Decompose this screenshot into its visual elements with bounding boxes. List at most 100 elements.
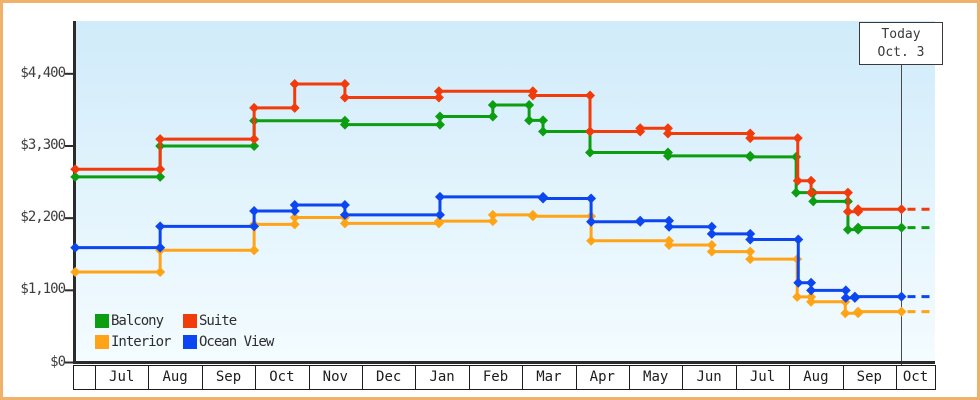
data-point <box>745 254 756 265</box>
data-point <box>155 171 166 182</box>
data-point <box>840 285 851 296</box>
data-point <box>706 221 717 232</box>
data-point <box>896 291 907 302</box>
data-point <box>792 133 803 144</box>
data-point <box>249 205 260 216</box>
chart-svg <box>65 21 936 390</box>
data-point <box>339 92 350 103</box>
data-point <box>339 209 350 220</box>
month-label-sep-14: Sep <box>856 369 882 385</box>
data-point <box>853 306 864 317</box>
legend-row: Balcony Suite <box>95 313 273 329</box>
chart-legend: Balcony Suite Interior Ocean View <box>95 313 274 350</box>
data-point <box>155 134 166 145</box>
data-point <box>853 204 864 215</box>
y-axis-tick-label: $0 <box>50 353 66 370</box>
data-point <box>635 215 646 226</box>
month-label-apr-9: Apr <box>589 369 615 385</box>
month-label-jul-12: Jul <box>749 369 776 385</box>
data-point <box>664 215 675 226</box>
month-label-sep-2: Sep <box>215 369 242 385</box>
month-label-oct-15: Oct <box>902 369 929 385</box>
legend-swatch-icon <box>95 335 109 349</box>
data-point <box>538 126 549 137</box>
data-point <box>635 123 646 134</box>
month-label-jun-11: Jun <box>696 369 722 385</box>
legend-row: Interior Ocean View <box>95 334 274 350</box>
data-point <box>662 123 673 134</box>
data-point <box>289 102 300 113</box>
data-point <box>538 193 549 204</box>
data-point <box>524 115 535 126</box>
data-point <box>842 206 853 217</box>
month-label-oct-3: Oct <box>269 369 295 385</box>
data-point <box>70 171 81 182</box>
data-point <box>434 209 445 220</box>
today-label: Today <box>881 26 921 42</box>
data-point <box>842 224 853 235</box>
today-date: Oct. 3 <box>877 44 925 60</box>
month-label-aug-1: Aug <box>162 369 188 385</box>
data-point <box>487 216 498 227</box>
data-point <box>70 266 81 277</box>
data-point <box>791 187 802 198</box>
data-point <box>745 234 756 245</box>
data-point <box>808 196 819 207</box>
month-label-may-10: May <box>643 369 669 385</box>
series-line-suite <box>75 82 902 214</box>
data-point <box>339 218 350 229</box>
data-point <box>745 246 756 257</box>
data-point <box>487 99 498 110</box>
month-label-jul-0: Jul <box>109 369 135 385</box>
month-label-dec-5: Dec <box>376 369 402 385</box>
data-point <box>289 200 300 211</box>
data-point <box>524 99 535 110</box>
month-label-jan-6: Jan <box>429 369 455 385</box>
data-point <box>527 211 538 222</box>
data-point <box>289 78 300 89</box>
legend-item-suite: Suite <box>183 313 237 329</box>
data-point <box>434 111 445 122</box>
month-label-feb-7: Feb <box>482 369 509 385</box>
data-point <box>434 191 445 202</box>
month-label-mar-8: Mar <box>536 369 562 385</box>
data-point <box>664 221 675 232</box>
data-point <box>249 140 260 151</box>
data-point <box>289 212 300 223</box>
data-point <box>434 119 445 130</box>
data-point <box>664 240 675 251</box>
legend-item-ocean-view: Ocean View <box>183 334 274 350</box>
series-markers-ocean-view <box>70 191 907 303</box>
data-point <box>249 102 260 113</box>
data-point <box>706 246 717 257</box>
data-point <box>155 164 166 175</box>
legend-swatch-icon <box>183 335 197 349</box>
data-point <box>706 240 717 251</box>
data-point <box>487 111 498 122</box>
data-point <box>527 90 538 101</box>
data-point <box>155 266 166 277</box>
data-point <box>586 235 597 246</box>
data-point <box>339 200 350 211</box>
data-point <box>806 296 817 307</box>
data-point <box>586 216 597 227</box>
data-point <box>538 115 549 126</box>
data-point <box>487 209 498 220</box>
data-point <box>745 133 756 144</box>
legend-label: Suite <box>199 313 237 329</box>
data-point <box>706 228 717 239</box>
legend-label: Interior <box>111 334 171 350</box>
data-point <box>806 175 817 186</box>
legend-label: Ocean View <box>199 334 274 350</box>
data-point <box>585 90 596 101</box>
data-point <box>842 187 853 198</box>
data-point <box>70 242 81 253</box>
legend-item-balcony: Balcony <box>95 313 183 329</box>
data-point <box>792 291 803 302</box>
series-markers-balcony <box>70 99 907 235</box>
data-point <box>849 291 860 302</box>
y-axis-tick-label: $1,100 <box>20 281 66 298</box>
data-point <box>155 242 166 253</box>
data-point <box>70 164 81 175</box>
